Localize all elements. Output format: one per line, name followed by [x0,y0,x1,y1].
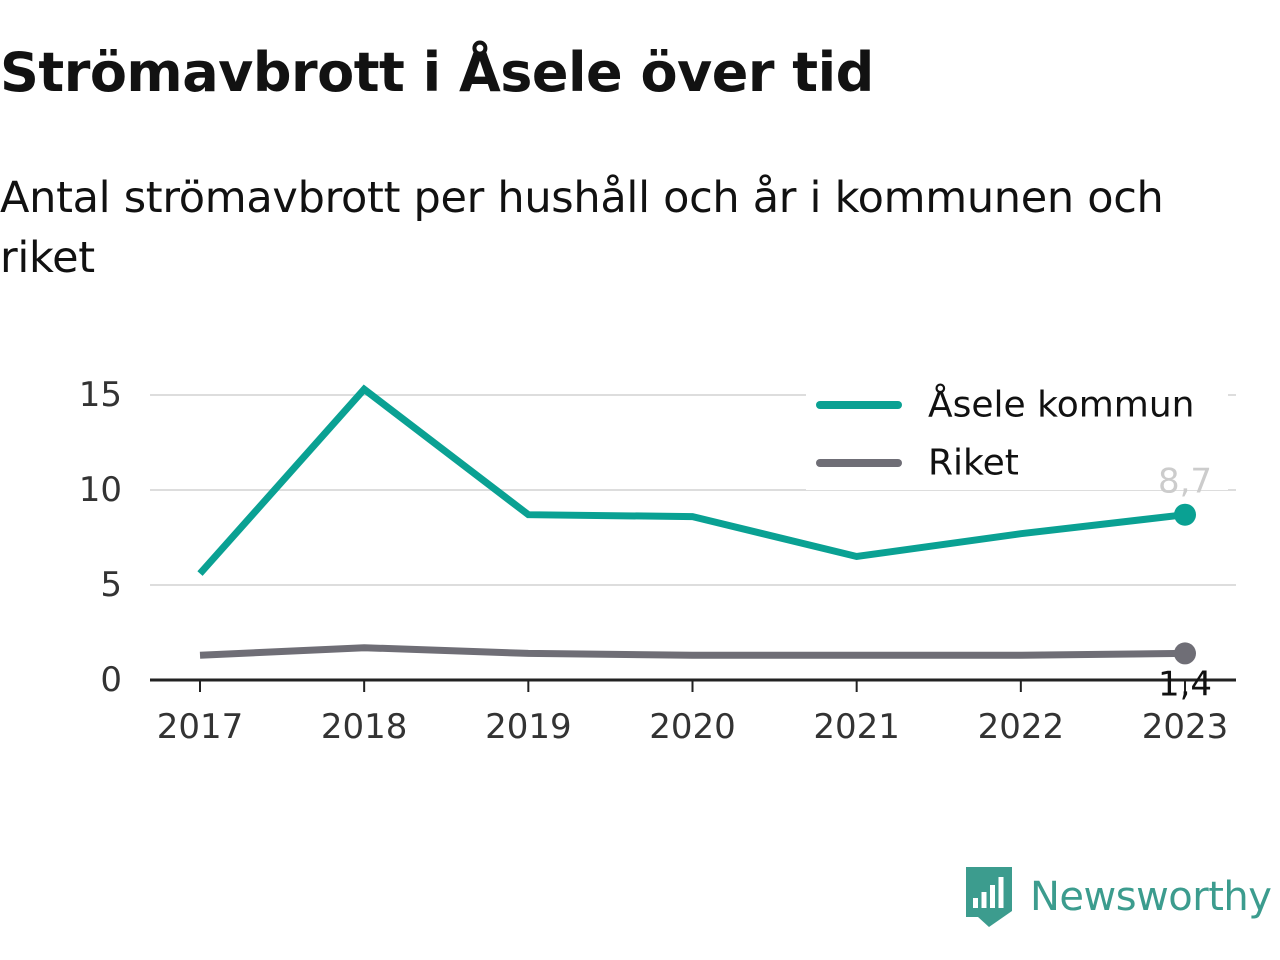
x-tick-label: 2017 [157,707,244,747]
y-tick-label: 5 [100,565,122,605]
logo-shield-shape [966,867,1012,927]
x-axis-tick-labels: 2017 2018 2019 2020 2021 2022 2023 [157,707,1229,747]
series-end-point [1174,642,1196,665]
series-end-label: 8,7 [1158,462,1212,502]
series-line [197,384,1186,576]
legend-label: Åsele kommun [928,383,1194,426]
legend-label: Riket [928,443,1019,484]
y-axis-tick-labels: 0 5 10 15 [79,375,122,700]
x-tick-label: 2022 [978,707,1065,747]
series-end-label: 1,4 [1158,664,1212,704]
legend-background [806,372,1228,490]
chart-subtitle: Antal strömavbrott per hushåll och år i … [0,173,1164,283]
x-tick-label: 2018 [321,707,408,747]
end-value-labels: 8,7 1,4 [1158,462,1212,705]
y-tick-label: 10 [79,470,122,510]
logo-bar-2 [981,892,987,908]
x-axis [150,678,1236,692]
brand-name: Newsworthy [1030,874,1272,920]
x-tick-label: 2021 [813,707,900,747]
logo-bar-1 [973,898,978,908]
x-tick-label: 2020 [649,707,736,747]
series-line [199,644,1186,659]
newsworthy-logo-icon [966,867,1012,927]
x-tick-label: 2023 [1142,707,1229,747]
y-tick-label: 15 [79,375,122,415]
x-tick-label: 2019 [485,707,572,747]
brand-footer: Newsworthy [964,862,1272,932]
logo-bar-3 [990,885,995,908]
legend: Åsele kommun Riket [806,372,1228,490]
series-end-point [1174,503,1196,526]
data-series [197,384,1196,665]
y-tick-label: 0 [100,660,122,700]
chart-title: Strömavbrott i Åsele över tid [0,41,874,104]
logo-bar-4 [998,877,1004,908]
